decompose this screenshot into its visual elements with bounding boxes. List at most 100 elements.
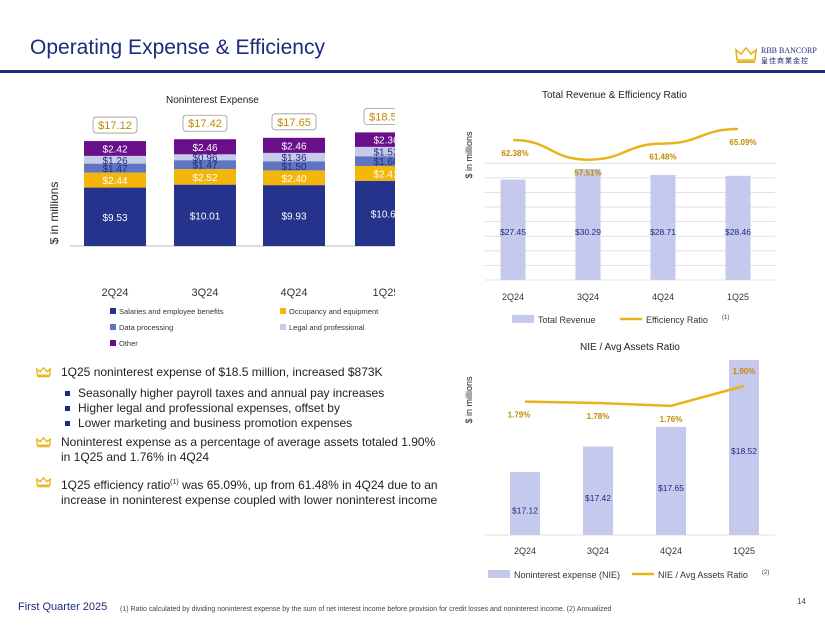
footnote-marker: (1)	[170, 479, 179, 486]
legend-label: Total Revenue	[538, 315, 596, 325]
bar-segment	[263, 152, 325, 162]
ratio-label: 1.78%	[587, 412, 610, 421]
bullet-item: 1Q25 noninterest expense of $18.5 millio…	[36, 365, 446, 380]
data-label: $2.46	[192, 143, 217, 154]
bullet-item: 1Q25 efficiency ratio(1) was 65.09%, up …	[36, 475, 446, 508]
data-label: $9.53	[102, 213, 127, 224]
data-label: $0.96	[192, 153, 217, 164]
y-axis-label: $ in millions	[50, 182, 61, 245]
noninterest-expense-chart: $ in millions$9.53$2.44$1.47$1.26$2.42$1…	[50, 108, 395, 348]
data-label: $2.42	[102, 144, 127, 155]
ratio-label: 1.79%	[508, 411, 531, 420]
nie-bar	[583, 446, 613, 535]
data-label: $10.01	[190, 211, 221, 222]
revenue-chart-title: Total Revenue & Efficiency Ratio	[542, 90, 687, 101]
category-tick-label: 2Q24	[514, 546, 536, 556]
category-tick-label: 2Q24	[502, 292, 524, 302]
nie-avg-assets-chart: $ in millions $17.12 2Q24 $17.42 3Q24 $17.65 4…	[464, 360, 775, 580]
data-label: $2.40	[281, 174, 306, 185]
total-label: $18.52	[369, 111, 395, 123]
sub-bullet-item: Higher legal and professional expenses, …	[36, 401, 446, 416]
data-label: $2.44	[102, 176, 127, 187]
legend-label: Other	[119, 339, 138, 348]
bar-segment	[263, 161, 325, 171]
category-tick-label: 1Q25	[733, 546, 755, 556]
ratio-label: 65.09%	[729, 138, 756, 147]
ratio-label: 57.51%	[574, 169, 601, 178]
total-box	[182, 114, 228, 132]
bar-segment	[174, 139, 236, 155]
category-tick-label: 2Q24	[102, 287, 129, 299]
total-label: $17.65	[277, 117, 311, 129]
bar-segment	[355, 132, 395, 147]
legend-label: Data processing	[119, 323, 173, 332]
revenue-bar	[575, 169, 601, 280]
total-label: $17.12	[98, 120, 132, 132]
sub-bullet-item: Seasonally higher payroll taxes and annu…	[36, 386, 446, 401]
data-label: $1.47	[192, 161, 217, 172]
ratio-label: 1.90%	[733, 367, 756, 376]
bullet-text: 1Q25 efficiency ratio	[61, 478, 171, 492]
data-label: $30.29	[575, 227, 601, 237]
title-divider	[0, 70, 825, 73]
category-tick-label: 3Q24	[192, 287, 219, 299]
total-label: $17.42	[188, 118, 222, 130]
data-label: $1.52	[373, 148, 395, 159]
footnote-marker: (1)	[722, 315, 729, 321]
logo-subtitle: 皇佳商業金控	[761, 58, 809, 65]
crown-icon	[735, 46, 757, 63]
data-label: $1.47	[102, 164, 127, 175]
nie-bar	[510, 472, 540, 535]
data-label: $17.42	[585, 493, 611, 503]
footnote-marker: (2)	[762, 570, 769, 576]
company-logo: RBB BANCORP 皇佳商業金控	[735, 46, 817, 66]
data-label: $17.12	[512, 506, 538, 516]
data-label: $2.41	[373, 169, 395, 180]
square-bullet-icon	[65, 406, 70, 411]
category-tick-label: 4Q24	[281, 287, 308, 299]
ratio-label: 62.38%	[501, 149, 528, 158]
category-tick-label: 1Q25	[727, 292, 749, 302]
data-label: $2.46	[281, 141, 306, 152]
total-box	[271, 113, 317, 131]
data-label: $18.52	[731, 446, 757, 456]
y-axis-label: $ in millions	[464, 131, 474, 179]
revenue-bar	[500, 179, 526, 280]
category-tick-label: 4Q24	[660, 546, 682, 556]
bar-segment	[84, 163, 146, 173]
y-axis-label: $ in millions	[464, 376, 474, 424]
legend-label: NIE / Avg Assets Ratio	[658, 570, 748, 580]
revenue-bar	[650, 174, 676, 280]
bar-segment	[174, 169, 236, 185]
category-tick-label: 3Q24	[577, 292, 599, 302]
bar-segment	[84, 141, 146, 156]
data-label: $10.64	[371, 209, 395, 220]
bar-segment	[263, 137, 325, 153]
legend-label: Efficiency Ratio	[646, 315, 708, 325]
footnote-text: (1) Ratio calculated by dividing noninte…	[120, 606, 612, 613]
logo-name: RBB BANCORP	[761, 46, 817, 55]
bar-segment	[355, 180, 395, 246]
category-tick-label: 4Q24	[652, 292, 674, 302]
data-label: $28.46	[725, 227, 751, 237]
ratio-label: 61.48%	[649, 153, 676, 162]
bar-segment	[174, 160, 236, 170]
data-label: $2.36	[373, 136, 395, 147]
bullet-item: Noninterest expense as a percentage of a…	[36, 435, 446, 465]
data-label: $1.26	[102, 156, 127, 167]
legend-swatch	[280, 308, 286, 314]
data-label: $1.60	[373, 157, 395, 168]
bar-segment	[84, 172, 146, 188]
bar-segment	[84, 155, 146, 164]
sub-bullet-text: Higher legal and professional expenses, …	[78, 401, 340, 415]
nie-ratio-line	[524, 384, 745, 408]
revenue-bar	[725, 175, 751, 280]
bar-segment	[84, 187, 146, 246]
legend-swatch	[512, 315, 534, 323]
commentary-bullets: 1Q25 noninterest expense of $18.5 millio…	[36, 365, 446, 514]
crown-bullet-icon	[36, 477, 51, 488]
data-label: $17.65	[658, 483, 684, 493]
sub-bullet-item: Lower marketing and business promotion e…	[36, 416, 446, 431]
revenue-efficiency-chart: $ in millions $27.45 2Q24 $30.29 3Q24 $28.71 4…	[464, 127, 775, 325]
bullet-text: was 65.09%, up from 61.48% in 4Q24 due t…	[61, 478, 438, 507]
